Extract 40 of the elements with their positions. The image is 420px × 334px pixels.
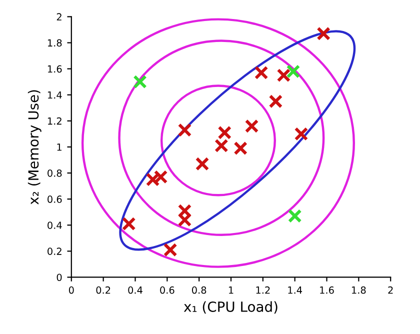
x-tick-label: 0 bbox=[68, 286, 74, 294]
y-tick-label: 0.2 bbox=[48, 248, 62, 255]
x-axis-title: x₁ (CPU Load) bbox=[184, 301, 278, 314]
y-tick-label: 0 bbox=[56, 274, 62, 282]
y-tick-label: 0.6 bbox=[48, 196, 62, 203]
x-tick-label: 1.6 bbox=[320, 286, 334, 294]
point bbox=[268, 94, 283, 108]
point bbox=[316, 26, 330, 41]
y-tick-label: 0.4 bbox=[48, 222, 62, 229]
x-tick-label: 0.8 bbox=[192, 286, 206, 294]
point bbox=[195, 156, 210, 171]
x-tick-label: 0.4 bbox=[128, 286, 142, 294]
x-tick-label: 1.8 bbox=[352, 286, 366, 294]
y-tick-label: 0.8 bbox=[48, 169, 62, 177]
x-tick-label: 2 bbox=[388, 286, 393, 294]
point bbox=[286, 64, 300, 78]
y-tick-label: 1.8 bbox=[48, 39, 62, 47]
point bbox=[254, 66, 268, 80]
y-tick-label: 1.4 bbox=[48, 91, 62, 99]
x-tick-label: 1 bbox=[228, 286, 234, 294]
y-tick-label: 1 bbox=[57, 144, 62, 151]
point bbox=[276, 68, 291, 82]
x-tick-label: 0.6 bbox=[160, 286, 174, 294]
point bbox=[214, 138, 228, 153]
point bbox=[294, 127, 308, 141]
point bbox=[244, 119, 259, 134]
point bbox=[133, 74, 147, 89]
point bbox=[178, 123, 192, 137]
point bbox=[163, 242, 178, 257]
y-tick-label: 1.6 bbox=[48, 65, 62, 73]
x-tick-label: 1.4 bbox=[288, 286, 302, 294]
x-tick-label: 1.2 bbox=[256, 286, 270, 294]
x-tick-label: 0.2 bbox=[96, 286, 110, 294]
point bbox=[288, 209, 302, 223]
y-tick-label: 1.2 bbox=[48, 117, 62, 125]
point bbox=[234, 141, 248, 156]
point bbox=[122, 216, 136, 231]
point bbox=[218, 126, 232, 140]
y-axis-title: x₂ (Memory Use) bbox=[28, 90, 42, 205]
y-tick-label: 2 bbox=[56, 13, 62, 20]
